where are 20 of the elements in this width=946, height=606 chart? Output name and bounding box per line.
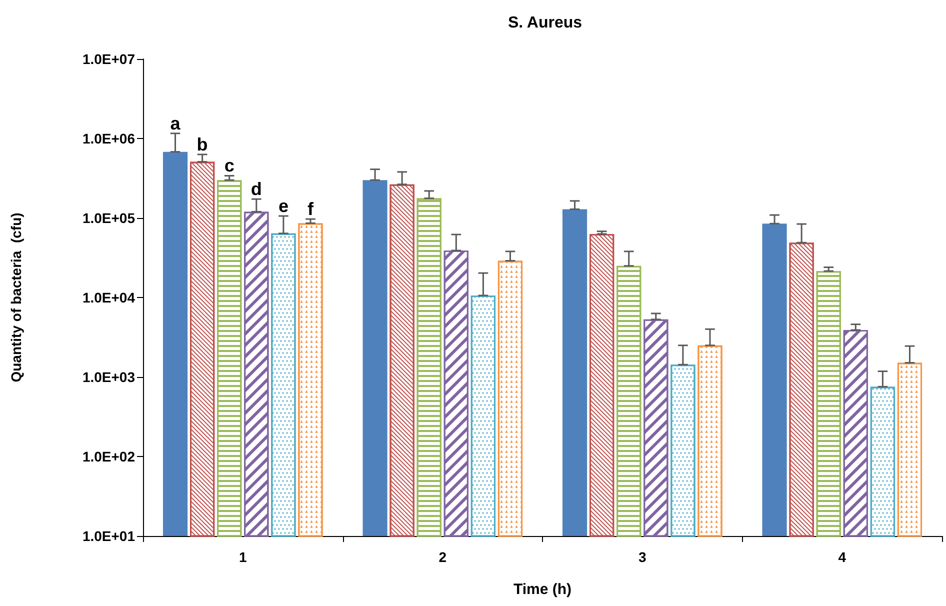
y-tick-label: 1.0E+06 — [82, 130, 136, 146]
series-label: e — [278, 196, 288, 216]
y-tick-label: 1.0E+07 — [82, 51, 136, 67]
series-label: a — [170, 113, 182, 134]
x-tick-label: 3 — [638, 549, 646, 565]
series-label: b — [196, 134, 208, 154]
y-tick-label: 1.0E+02 — [82, 448, 136, 464]
series-label: d — [250, 179, 262, 200]
x-axis-title: Time (h) — [513, 581, 572, 598]
x-tick-label: 4 — [838, 549, 846, 565]
y-tick-label: 1.0E+03 — [82, 369, 136, 385]
series-label: c — [224, 156, 234, 176]
chart-title: S. Aureus — [508, 14, 582, 32]
y-tick-label: 1.0E+01 — [82, 528, 136, 544]
series-label: f — [307, 199, 314, 220]
y-axis-title: Quantity of bacteria (cfu) — [8, 212, 24, 382]
x-tick-label: 1 — [238, 549, 247, 565]
y-tick-label: 1.0E+05 — [82, 210, 136, 226]
y-tick-label: 1.0E+04 — [82, 290, 136, 306]
x-tick-label: 2 — [438, 549, 447, 565]
